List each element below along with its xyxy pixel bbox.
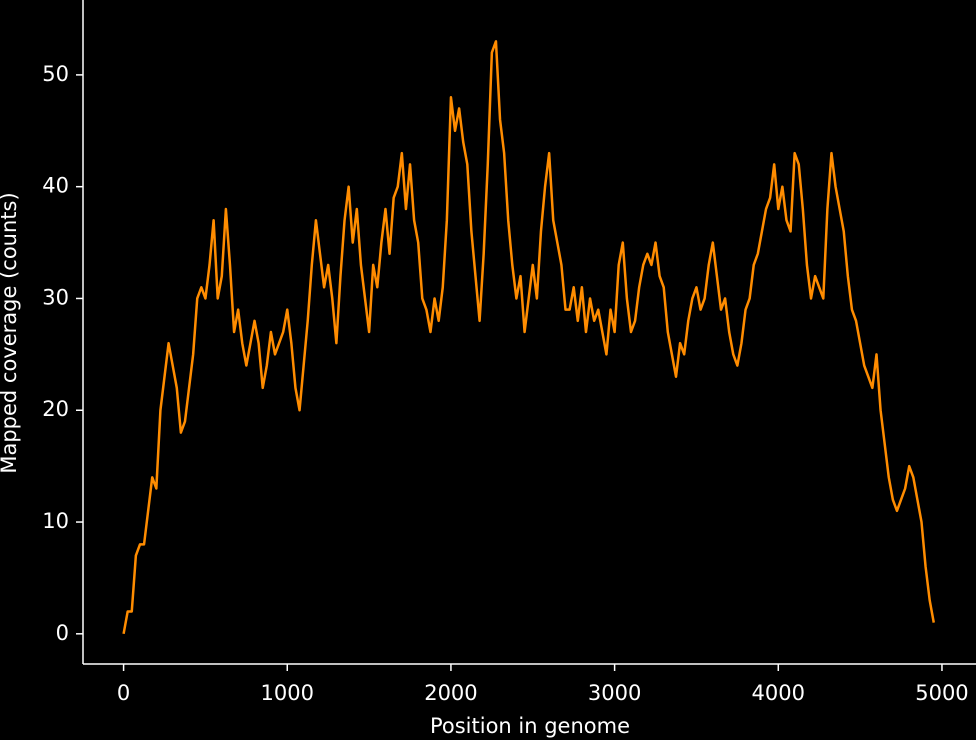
y-tick-label: 10 [42,509,69,533]
x-tick-label: 2000 [424,681,477,705]
x-tick-label: 3000 [588,681,641,705]
x-tick-label: 0 [117,681,130,705]
y-tick-label: 40 [42,174,69,198]
y-tick-label: 20 [42,397,69,421]
y-axis-label: Mapped coverage (counts) [0,192,21,473]
y-tick-label: 0 [56,621,69,645]
x-tick-label: 1000 [261,681,314,705]
y-tick-label: 30 [42,285,69,309]
coverage-line [122,40,935,635]
x-tick-label: 4000 [752,681,805,705]
x-axis-label: Position in genome [430,714,630,738]
x-tick-label: 5000 [915,681,968,705]
y-tick-label: 50 [42,62,69,86]
